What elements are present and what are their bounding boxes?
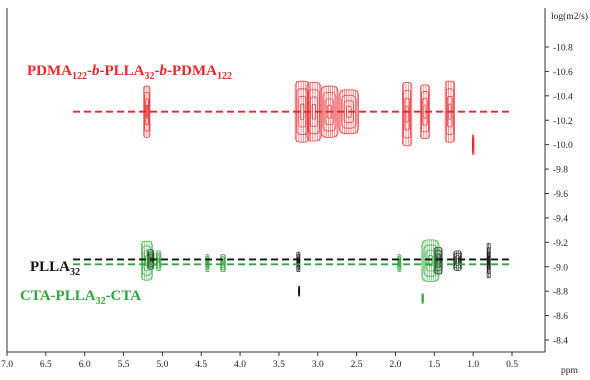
x-tick-label: 3.5 — [273, 360, 285, 370]
series-labels: PDMA122-b-PLLA32-b-PDMA122 PLLA32 CTA-PLLA… — [20, 63, 232, 307]
y-tick-label: -9.6 — [553, 190, 568, 200]
y-tick-label: -10.6 — [553, 68, 573, 78]
contour-ring — [425, 249, 436, 272]
x-tick-label: 2.5 — [351, 360, 363, 370]
y-tick-label: -9.0 — [553, 263, 568, 273]
x-tick-label: 3.0 — [312, 360, 324, 370]
contour-peak — [155, 250, 162, 271]
x-tick-label: 2.0 — [390, 360, 402, 370]
contour-ring — [220, 256, 226, 270]
x-axis-label: ppm — [561, 366, 579, 376]
contour-peak — [141, 240, 153, 281]
y-tick-label: -10.2 — [553, 117, 573, 127]
contour-ring — [220, 254, 226, 273]
contour-peak — [296, 251, 301, 273]
contour-ring — [156, 252, 161, 269]
contour-ring — [300, 103, 305, 120]
x-tick-label: 4.0 — [234, 360, 246, 370]
y-tick-label: -9.4 — [553, 214, 568, 224]
contour-ring — [402, 82, 413, 147]
series-label: PLLA32 — [30, 259, 80, 278]
y-tick-label: -9.2 — [553, 239, 568, 249]
y-tick-label: -10.0 — [553, 141, 573, 151]
series-label: PDMA122-b-PLLA32-b-PDMA122 — [27, 63, 232, 82]
x-tick-label: 1.5 — [428, 360, 440, 370]
contour-ring — [453, 250, 462, 271]
contour-peak — [220, 254, 226, 273]
contour-ring — [155, 250, 162, 271]
y-tick-label: -10.8 — [553, 44, 573, 54]
contour-ring — [455, 255, 460, 266]
contour-ring — [157, 257, 160, 264]
y-tick-label: -8.8 — [553, 288, 568, 298]
contour-peak — [298, 285, 301, 297]
series-label: CTA-PLLA32-CTA — [20, 288, 141, 307]
x-tick-label: 4.5 — [195, 360, 207, 370]
peaks-layer — [141, 80, 491, 304]
y-tick-label: -8.4 — [553, 337, 568, 347]
x-tick-label: 5.0 — [156, 360, 168, 370]
x-tick-label: 6.5 — [40, 360, 52, 370]
contour-peak — [421, 239, 440, 282]
x-tick-label: 6.0 — [79, 360, 91, 370]
y-axis-label: log(m2/s) — [551, 11, 588, 22]
y-tick-label: -10.4 — [553, 92, 573, 102]
axes: 7.0 6.5 6.0 5.5 5.0 4.5 4.0 3.5 3.0 2.5 2.0 1.5 1.0 0… — [1, 8, 573, 370]
diffusion-lines — [73, 110, 512, 266]
x-tick-label: 5.5 — [118, 360, 130, 370]
contour-ring — [423, 244, 438, 277]
contour-ring — [444, 80, 455, 143]
contour-ring — [427, 255, 433, 267]
contour-peak — [421, 293, 424, 304]
contour-ring — [404, 97, 410, 131]
contour-peak — [397, 254, 402, 273]
x-tick-label: 0.5 — [506, 360, 518, 370]
contour-peak — [486, 243, 491, 279]
x-tick-label: 7.0 — [1, 360, 13, 370]
contour-ring — [324, 98, 335, 125]
contour-ring — [222, 260, 224, 266]
contour-peak — [402, 82, 413, 147]
contour-ring — [322, 92, 337, 132]
contour-ring — [421, 239, 440, 282]
y-tick-label: -9.8 — [553, 166, 568, 176]
contour-peak — [453, 250, 462, 271]
contour-peak — [205, 254, 210, 273]
y-tick-label: -8.6 — [553, 312, 568, 322]
x-tick-label: 1.0 — [467, 360, 479, 370]
contour-peak — [471, 134, 475, 155]
